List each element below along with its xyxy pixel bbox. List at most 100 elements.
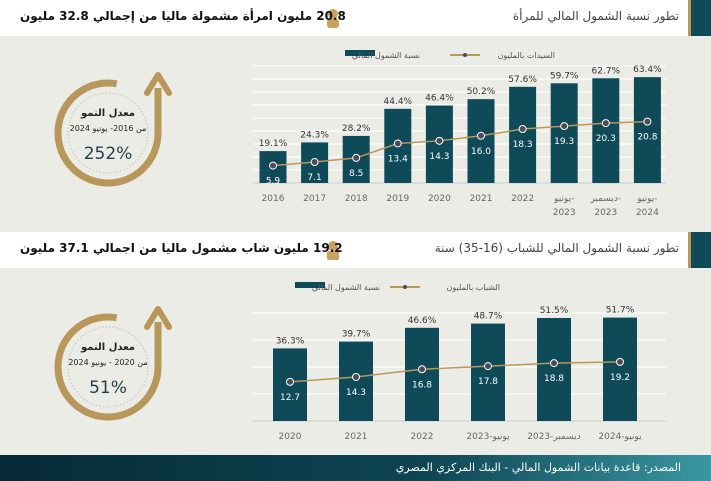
women-header: تطور نسبة الشمول المالي للمرأة 20.8 مليو… [0, 0, 711, 36]
arrow-up-icon [144, 72, 172, 96]
line-value-label: 7.1 [307, 173, 321, 183]
bar-value-label: 24.3% [300, 130, 329, 140]
source-text: المصدر: قاعدة بيانات الشمول المالي - الب… [395, 461, 681, 474]
youth-summary-text: مليون شاب مشمول ماليا من اجمالي 37.1 ملي… [20, 241, 309, 255]
bar-value-label: 51.7% [606, 306, 635, 316]
growth-arrow-arc [54, 313, 162, 421]
line-point [484, 362, 492, 371]
bar-value-label: 44.4% [384, 97, 413, 107]
growth-label: معدل النمو [80, 108, 135, 119]
youth-summary: 19.2 مليون شاب مشمول ماليا من اجمالي 37.… [20, 241, 343, 255]
line-point [310, 158, 319, 167]
x-tick-label: 2022 [411, 432, 434, 442]
x-tick-label: يونيو- [553, 194, 574, 204]
youth-summary-value: 19.2 [313, 241, 343, 255]
youth-chart: نسبة الشمول المالي الشباب بالمليون 36.3% 12… [54, 282, 666, 442]
bar [550, 83, 578, 183]
legend-bar-swatch [345, 50, 375, 56]
x-tick-label: 2023 [553, 208, 576, 218]
line-value-label: 18.8 [544, 374, 564, 384]
series-line [289, 361, 621, 383]
header-stripe [688, 232, 711, 268]
women-summary: 20.8 مليون امرأة مشمولة ماليا من إجمالي … [20, 9, 346, 23]
x-tick-label: 2020 [428, 194, 451, 204]
line-point [352, 153, 361, 162]
youth-title: تطور نسبة الشمول المالي للشباب (16-35) س… [434, 241, 679, 255]
line-point [560, 122, 569, 131]
bar [509, 86, 537, 183]
dotted-circle [67, 92, 149, 174]
arrow-up-icon [144, 306, 172, 330]
bar-value-label: 57.6% [508, 75, 537, 85]
bar-value-label: 50.2% [467, 87, 496, 97]
women-summary-text: مليون امرأة مشمولة ماليا من إجمالي 32.8 … [20, 9, 313, 23]
bar-value-label: 39.7% [342, 330, 371, 340]
x-tick-label: 2022 [511, 194, 534, 204]
line-value-label: 17.8 [478, 377, 498, 387]
legend-line-label: الشباب بالمليون [446, 283, 500, 292]
legend-bar-label: نسبة الشمول المالي [312, 283, 380, 292]
dotted-circle [67, 326, 149, 408]
line-value-label: 16.0 [471, 147, 491, 157]
x-tick-label: 2024 [636, 208, 659, 218]
women-chart: نسبة الشمول المالي السيدات بالمليون 19.1% 5… [54, 50, 666, 218]
x-tick-label: 2021 [345, 432, 368, 442]
growth-label: معدل النمو [80, 342, 135, 353]
line-point [418, 365, 426, 374]
line-value-label: 13.4 [388, 154, 408, 164]
bar [405, 327, 439, 421]
bar-value-label: 28.2% [342, 124, 371, 134]
bar-value-label: 51.5% [540, 306, 569, 316]
line-point [393, 139, 402, 148]
legend-line-marker [463, 53, 467, 57]
legend-bar-label: نسبة الشمول المالي [352, 51, 420, 60]
line-value-label: 14.3 [346, 388, 366, 398]
footer: المصدر: قاعدة بيانات الشمول المالي - الب… [0, 455, 711, 481]
bar-value-label: 59.7% [550, 71, 579, 81]
bar-value-label: 63.4% [633, 65, 662, 75]
women-title: تطور نسبة الشمول المالي للمرأة [512, 9, 679, 23]
line-point [269, 161, 277, 170]
x-tick-label: 2023 [594, 208, 617, 218]
bar-value-label: 46.6% [408, 316, 437, 326]
line-value-label: 20.8 [637, 133, 657, 143]
bar-value-label: 19.1% [259, 139, 288, 149]
x-tick-label: ديسمبر- [589, 194, 621, 204]
growth-arrow-arc [54, 79, 162, 187]
line-point [477, 131, 485, 140]
line-value-label: 16.8 [412, 380, 432, 390]
x-tick-label: 2016 [262, 194, 285, 204]
line-point [286, 377, 294, 386]
bar-value-label: 48.7% [474, 312, 503, 322]
line-value-label: 20.3 [596, 134, 616, 144]
women-panel: نسبة الشمول المالي السيدات بالمليون 19.1% 5… [0, 36, 711, 232]
header-stripe [688, 0, 711, 36]
series-line [272, 120, 648, 167]
youth-header: تطور نسبة الشمول المالي للشباب (16-35) س… [0, 232, 711, 268]
x-tick-label: يونيو- [636, 194, 657, 204]
line-point [643, 117, 652, 126]
women-summary-value: 20.8 [316, 9, 346, 23]
legend-line-label: السيدات بالمليون [497, 51, 555, 60]
x-tick-label: 2017 [303, 194, 326, 204]
growth-value: 51% [89, 378, 127, 398]
line-value-label: 19.2 [610, 373, 630, 383]
growth-value: 252% [84, 144, 133, 164]
x-tick-label: يونيو-2024 [598, 432, 642, 442]
bar [537, 318, 571, 421]
x-tick-label: 2018 [345, 194, 368, 204]
legend-line-marker [403, 285, 407, 289]
line-point [518, 125, 527, 134]
line-value-label: 14.3 [429, 152, 449, 162]
x-tick-label: 2021 [470, 194, 493, 204]
line-point [435, 136, 444, 145]
x-tick-label: 2019 [386, 194, 409, 204]
line-point [352, 372, 360, 381]
x-tick-label: يونيو-2023 [466, 432, 510, 442]
growth-period: من 2020 - يونيو 2024 [68, 358, 147, 367]
bar-value-label: 62.7% [592, 66, 621, 76]
line-value-label: 5.9 [266, 177, 281, 187]
line-point [616, 357, 624, 366]
young-man-icon [327, 241, 339, 260]
line-value-label: 19.3 [554, 137, 574, 147]
